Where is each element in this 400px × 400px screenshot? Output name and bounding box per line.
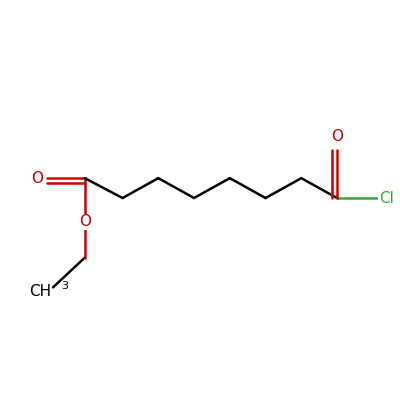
Text: O: O xyxy=(79,214,91,229)
Text: O: O xyxy=(331,129,343,144)
Text: O: O xyxy=(31,171,43,186)
Text: CH: CH xyxy=(29,284,51,299)
Text: 3: 3 xyxy=(61,281,68,291)
Text: Cl: Cl xyxy=(379,190,394,206)
